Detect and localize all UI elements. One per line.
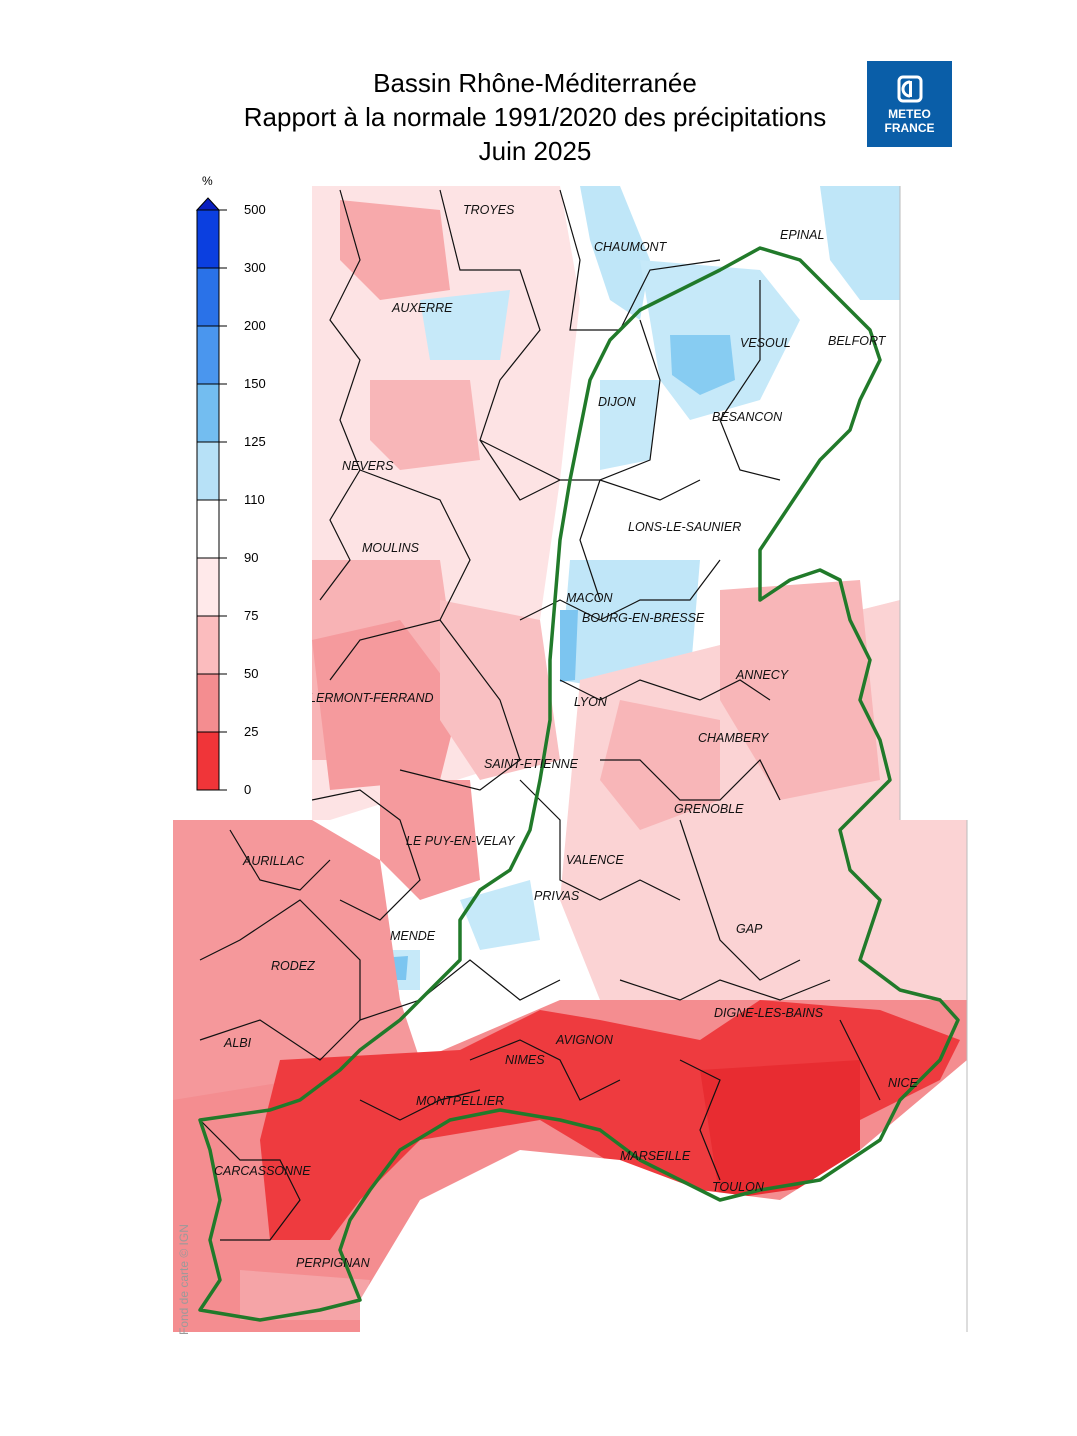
city-label: LYON <box>574 695 608 709</box>
legend-color-bar <box>196 209 227 791</box>
meteo-france-emblem-icon <box>897 75 923 103</box>
legend-level-label: 0 <box>244 782 252 797</box>
legend-swatch <box>196 267 220 327</box>
city-label: TOULON <box>712 1180 765 1194</box>
city-label: BESANCON <box>712 410 783 424</box>
map-title: Bassin Rhône-Méditerranée Rapport à la n… <box>200 66 870 168</box>
department-borders <box>199 189 881 1241</box>
city-label: NEVERS <box>342 459 394 473</box>
legend-swatch <box>196 209 220 269</box>
city-label: GRENOBLE <box>674 802 744 816</box>
logo-text-meteo: METEO <box>888 107 931 121</box>
city-label: PERPIGNAN <box>296 1256 371 1270</box>
legend-level-label: 150 <box>244 376 266 391</box>
legend-swatch <box>196 325 220 385</box>
city-label: CARCASSONNE <box>214 1164 311 1178</box>
legend-level-label: 300 <box>244 260 266 275</box>
city-label: NICE <box>888 1076 919 1090</box>
meteo-france-logo: METEO FRANCE <box>867 61 952 147</box>
city-labels: TROYES CHAUMONT EPINAL AUXERRE VESOUL BE… <box>214 203 919 1270</box>
legend <box>170 186 312 820</box>
legend-swatch <box>196 441 220 501</box>
legend-swatch <box>196 499 220 559</box>
city-label: AVIGNON <box>555 1033 614 1047</box>
legend-swatch <box>196 615 220 675</box>
legend-level-label: 110 <box>244 492 265 507</box>
city-label: MOULINS <box>362 541 420 555</box>
legend-unit: % <box>202 174 213 188</box>
city-label: CHAMBERY <box>698 731 770 745</box>
city-label: EPINAL <box>780 228 825 242</box>
legend-level-label: 125 <box>244 434 266 449</box>
city-label: BELFORT <box>828 334 887 348</box>
city-label: PRIVAS <box>534 889 580 903</box>
legend-level-label: 200 <box>244 318 266 333</box>
legend-swatch <box>196 557 220 617</box>
legend-swatch <box>196 673 220 733</box>
title-line-3: Juin 2025 <box>478 136 592 166</box>
city-label: RODEZ <box>271 959 315 973</box>
city-label: SAINT-ETIENNE <box>484 757 579 771</box>
city-label: VALENCE <box>566 853 624 867</box>
legend-level-label: 500 <box>244 202 266 217</box>
legend-arrow <box>195 197 221 211</box>
legend-level-label: 90 <box>244 550 259 565</box>
city-label: MARSEILLE <box>620 1149 691 1163</box>
city-label: ALBI <box>223 1036 252 1050</box>
legend-swatch <box>196 383 220 443</box>
title-line-2: Rapport à la normale 1991/2020 des préci… <box>243 102 827 132</box>
city-label: LONS-LE-SAUNIER <box>628 520 741 534</box>
city-label: CHAUMONT <box>594 240 668 254</box>
city-label: AUXERRE <box>391 301 453 315</box>
basin-outline <box>198 246 960 1322</box>
city-label: DIGNE-LES-BAINS <box>714 1006 824 1020</box>
map-credit: Fond de carte © IGN <box>177 1224 191 1335</box>
city-label: MENDE <box>390 929 436 943</box>
city-label: NIMES <box>505 1053 545 1067</box>
city-label: CLERMONT-FERRAND <box>300 691 434 705</box>
city-label: MONTPELLIER <box>416 1094 504 1108</box>
city-label: BOURG-EN-BRESSE <box>582 611 705 625</box>
legend-level-label: 25 <box>244 724 259 739</box>
city-label: ANNECY <box>735 668 790 682</box>
city-label: MACON <box>566 591 614 605</box>
legend-level-label: 50 <box>244 666 259 681</box>
title-line-1: Bassin Rhône-Méditerranée <box>373 68 697 98</box>
city-label: AURILLAC <box>242 854 305 868</box>
legend-swatch <box>196 731 220 791</box>
city-label: VESOUL <box>740 336 791 350</box>
legend-level-label: 75 <box>244 608 259 623</box>
logo-text-france: FRANCE <box>884 121 935 135</box>
city-label: GAP <box>736 922 763 936</box>
city-label: LE PUY-EN-VELAY <box>406 834 516 848</box>
city-label: DIJON <box>598 395 636 409</box>
city-label: TROYES <box>463 203 515 217</box>
